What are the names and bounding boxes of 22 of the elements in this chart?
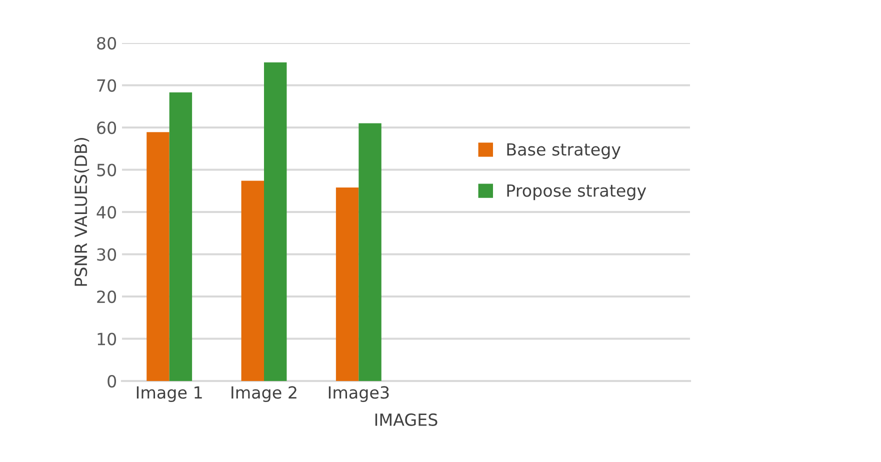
bar (146, 132, 170, 381)
bar (358, 123, 382, 381)
y-tick-label: 80 (97, 36, 116, 50)
y-tick-label: 60 (97, 121, 116, 134)
x-tick-label: Image 1 (136, 386, 202, 402)
bar (336, 187, 359, 381)
y-tick-label: 40 (96, 206, 116, 219)
bar (264, 62, 287, 381)
y-tick-label: 50 (97, 164, 116, 176)
y-tick-label: 0 (108, 374, 116, 388)
y-tick-label: 70 (97, 79, 116, 92)
legend-label: Propose strategy (507, 184, 646, 200)
y-tick-label: 20 (97, 290, 116, 304)
x-tick-label: Image3 (328, 386, 389, 402)
y-axis-title: PSNR VALUES(DB) (74, 138, 90, 286)
bar (169, 92, 192, 381)
bar (241, 180, 264, 381)
legend-label: Base strategy (507, 143, 621, 159)
y-tick-label: 10 (98, 332, 116, 346)
x-tick-label: Image 2 (232, 386, 296, 402)
y-tick-label: 30 (97, 248, 116, 261)
x-axis-title: IMAGES (375, 413, 438, 426)
